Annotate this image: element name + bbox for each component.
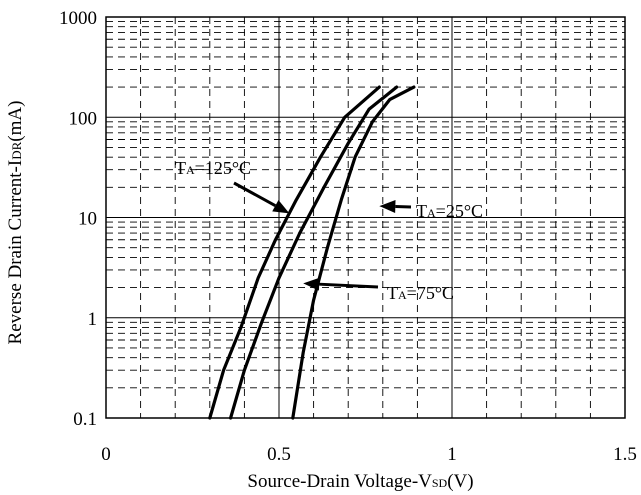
- annotation-layer: TA=125°C TA=25°C TA=75°C: [175, 158, 483, 303]
- annotation-arrow-shaft: [319, 282, 379, 289]
- annotation-label: TA=125°C: [175, 158, 251, 178]
- annotation-arrow-head: [379, 200, 396, 214]
- series-line-2: [229, 85, 399, 420]
- x-tick-label: 0: [101, 444, 111, 465]
- y-axis-label: Reverse Drain Current-IDR(mA): [5, 101, 26, 345]
- y-tick-label: 1000: [59, 8, 97, 29]
- tick-label-layer: 0 0.5 1 1.5 0.1 1 10 100 1000: [59, 8, 637, 465]
- series-layer: [208, 85, 416, 420]
- x-tick-label: 1: [447, 444, 457, 465]
- annotation-arrow-head: [272, 199, 290, 214]
- x-tick-label: 0.5: [267, 444, 291, 465]
- annotation-arrow-shaft: [233, 181, 277, 207]
- y-tick-label: 0.1: [73, 409, 97, 430]
- x-tick-label: 1.5: [613, 444, 637, 465]
- y-tick-label: 1: [88, 309, 98, 330]
- grid-layer: [106, 17, 625, 418]
- annotation-label: TA=75°C: [387, 283, 454, 303]
- annotation-label: TA=25°C: [416, 201, 483, 221]
- plot-frame: [105, 16, 626, 419]
- y-tick-label: 100: [69, 108, 98, 129]
- annotation-arrow-head: [303, 277, 320, 291]
- series-line-3: [291, 85, 416, 420]
- series-line-1: [208, 85, 381, 420]
- y-tick-label: 10: [78, 209, 97, 230]
- x-axis-label: Source-Drain Voltage-VSD(V): [247, 471, 473, 492]
